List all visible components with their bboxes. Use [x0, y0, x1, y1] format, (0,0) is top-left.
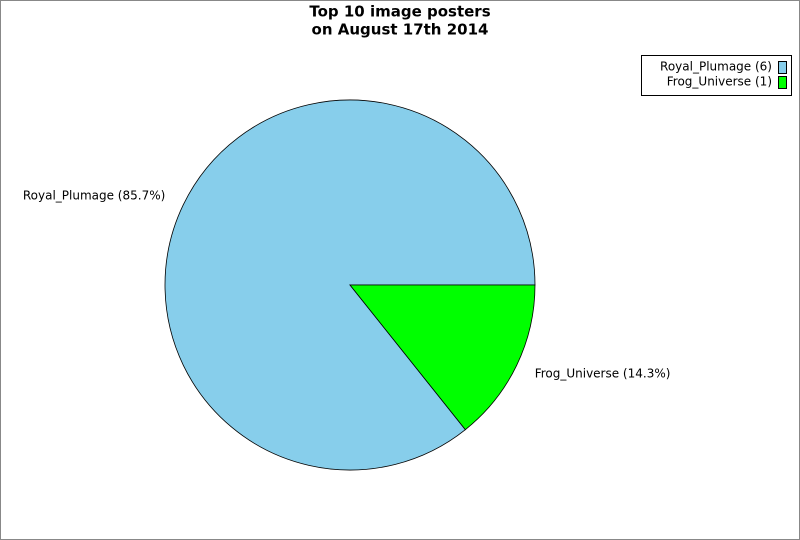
chart-title: Top 10 image posters — [309, 3, 490, 21]
pie-slice — [164, 99, 536, 471]
chart-title: on August 17th 2014 — [312, 21, 489, 39]
legend-box — [641, 55, 792, 96]
legend-swatch — [778, 76, 787, 89]
slice-label: Royal_Plumage (85.7%) — [23, 189, 165, 203]
legend-label: Royal_Plumage (6) — [660, 60, 772, 74]
pie-slice — [349, 284, 536, 431]
legend-label: Frog_Universe (1) — [667, 75, 772, 89]
legend-swatch — [778, 61, 787, 74]
slice-label: Frog_Universe (14.3%) — [535, 366, 671, 380]
